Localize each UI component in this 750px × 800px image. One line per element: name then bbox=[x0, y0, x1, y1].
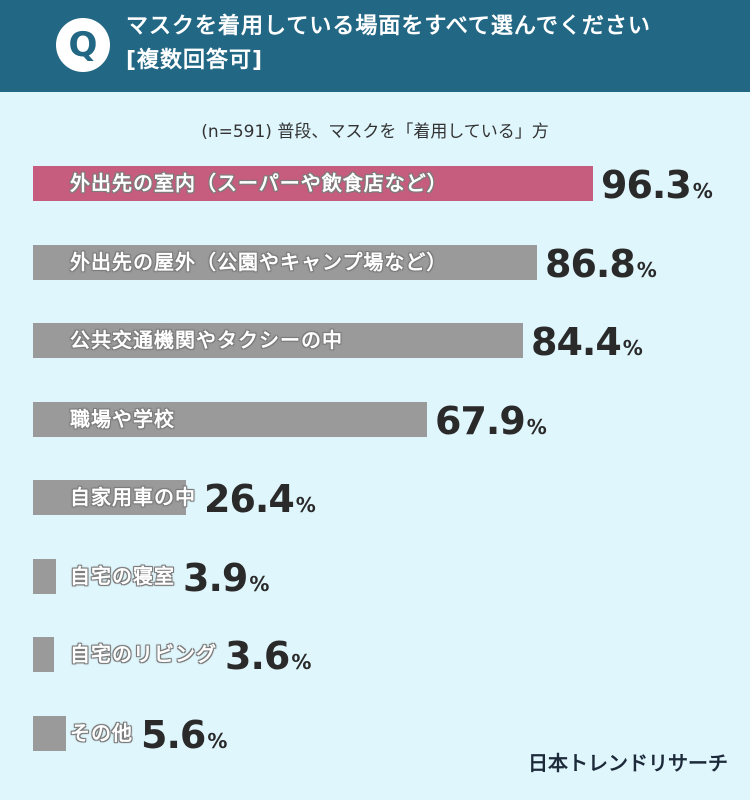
bar-value-number: 84.4 bbox=[531, 320, 622, 364]
bar-category-label: 自家用車の中 bbox=[70, 485, 196, 509]
bar-category-label: 公共交通機関やタクシーの中 bbox=[70, 328, 343, 352]
bar-value-unit: % bbox=[622, 336, 643, 360]
bar-value-number: 5.6 bbox=[141, 713, 206, 757]
bar bbox=[33, 323, 523, 358]
bar-value-number: 86.8 bbox=[545, 242, 636, 286]
bar-value-label: 67.9% bbox=[435, 396, 547, 446]
question-line-1: マスクを着用している場面をすべて選んでください bbox=[126, 14, 651, 39]
bar bbox=[33, 716, 66, 751]
bar-value-number: 3.6 bbox=[225, 634, 290, 678]
bar-value-unit: % bbox=[692, 179, 713, 203]
bar-value-label: 26.4% bbox=[204, 474, 316, 524]
question-header: Q マスクを着用している場面をすべて選んでください [複数回答可] bbox=[0, 0, 750, 92]
bar-category-label: 外出先の屋外（公園やキャンプ場など） bbox=[70, 250, 448, 274]
chart-subtitle: (n=591) 普段、マスクを「着用している」方 bbox=[201, 122, 549, 142]
bar-value-unit: % bbox=[291, 650, 312, 674]
bar-category-label: 自宅のリビング bbox=[70, 642, 217, 666]
bar-category-label: 外出先の室内（スーパーや飲食店など） bbox=[70, 171, 448, 195]
bar-value-label: 86.8% bbox=[545, 239, 657, 289]
bar-value-number: 3.9 bbox=[183, 556, 248, 600]
bar-value-unit: % bbox=[636, 258, 657, 282]
question-badge: Q bbox=[56, 18, 110, 72]
bar-value-unit: % bbox=[295, 493, 316, 517]
bar-value-label: 3.9% bbox=[183, 553, 269, 603]
bar-value-unit: % bbox=[207, 729, 228, 753]
question-text: マスクを着用している場面をすべて選んでください [複数回答可] bbox=[126, 10, 726, 78]
bar-value-number: 96.3 bbox=[601, 163, 692, 207]
bar-value-number: 67.9 bbox=[435, 399, 526, 443]
bar-value-label: 5.6% bbox=[141, 710, 227, 760]
bar bbox=[33, 402, 427, 437]
bar-category-label: 職場や学校 bbox=[70, 407, 175, 431]
bar-value-label: 96.3% bbox=[601, 160, 713, 210]
bar bbox=[33, 637, 54, 672]
bar-category-label: 自宅の寝室 bbox=[70, 564, 175, 588]
bar-value-unit: % bbox=[526, 415, 547, 439]
bar-value-unit: % bbox=[249, 572, 270, 596]
bar bbox=[33, 166, 593, 201]
bar bbox=[33, 559, 56, 594]
bar-value-number: 26.4 bbox=[204, 477, 295, 521]
bar-value-label: 84.4% bbox=[531, 317, 643, 367]
bar-category-label: その他 bbox=[70, 721, 133, 745]
bar bbox=[33, 245, 537, 280]
question-line-2: [複数回答可] bbox=[126, 48, 264, 73]
bar bbox=[33, 480, 186, 515]
brand-logo: 日本トレンドリサーチ bbox=[528, 751, 728, 775]
bar-value-label: 3.6% bbox=[225, 631, 311, 681]
